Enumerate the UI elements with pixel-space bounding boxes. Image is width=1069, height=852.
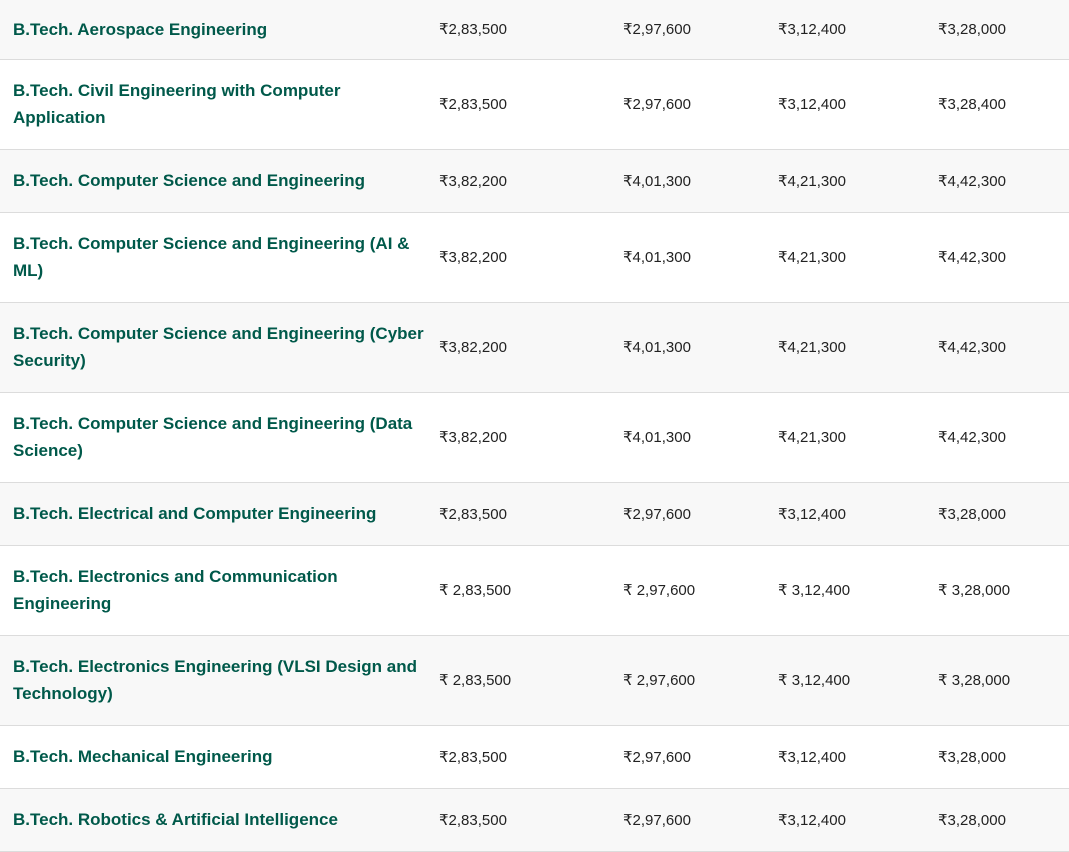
course-name: B.Tech. Computer Science and Engineering xyxy=(13,171,366,190)
course-name: B.Tech. Aerospace Engineering xyxy=(13,19,268,39)
fee-year-1: ₹2,83,500 xyxy=(439,748,507,766)
table-row: B.Tech. Computer Science and Engineering… xyxy=(0,212,1069,302)
fee-year-3: ₹ 3,12,400 xyxy=(778,582,851,599)
course-name: B.Tech. Mechanical Engineering xyxy=(13,747,273,766)
fee-year-2: ₹4,01,300 xyxy=(623,249,691,266)
fee-year-1: ₹3,82,200 xyxy=(439,249,507,266)
fee-year-4: ₹3,28,000 xyxy=(938,811,1006,829)
fee-year-4: ₹4,42,300 xyxy=(938,429,1006,446)
table-row: B.Tech. Civil Engineering with Computer … xyxy=(0,59,1069,149)
fee-year-2: ₹4,01,300 xyxy=(623,429,691,446)
fee-year-1: ₹2,83,500 xyxy=(439,21,507,39)
fee-year-3: ₹3,12,400 xyxy=(778,748,846,766)
fee-year-1: ₹3,82,200 xyxy=(439,172,507,190)
table-row: B.Tech. Computer Science and Engineering… xyxy=(0,302,1069,392)
course-name: B.Tech. Computer Science and Engineering… xyxy=(13,324,424,370)
fee-year-4: ₹4,42,300 xyxy=(938,339,1006,356)
fee-year-2: ₹4,01,300 xyxy=(623,172,691,190)
fee-year-4: ₹3,28,000 xyxy=(938,748,1006,766)
table-row: B.Tech. Computer Science and Engineering… xyxy=(0,392,1069,482)
fee-year-3: ₹3,12,400 xyxy=(778,811,846,829)
fee-year-1: ₹3,82,200 xyxy=(439,339,507,356)
table-row: B.Tech. Robotics & Artificial Intelligen… xyxy=(0,788,1069,851)
fee-year-2: ₹2,97,600 xyxy=(623,21,691,39)
table-row: B.Tech. Electrical and Computer Engineer… xyxy=(0,482,1069,545)
table-row: B.Tech. Electronics and Communication En… xyxy=(0,545,1069,635)
fee-year-3: ₹4,21,300 xyxy=(778,172,846,190)
fee-year-1: ₹3,82,200 xyxy=(439,429,507,446)
course-name: B.Tech. Electrical and Computer Engineer… xyxy=(13,504,377,523)
fee-year-4: ₹ 3,28,000 xyxy=(938,672,1011,689)
fee-year-2: ₹ 2,97,600 xyxy=(623,582,696,599)
table-row: B.Tech. Electronics Engineering (VLSI De… xyxy=(0,635,1069,725)
fee-year-4: ₹3,28,400 xyxy=(938,96,1006,113)
fee-year-1: ₹ 2,83,500 xyxy=(439,582,512,599)
fee-year-4: ₹4,42,300 xyxy=(938,172,1006,190)
course-name: B.Tech. Electronics and Communication En… xyxy=(13,567,338,613)
fee-year-2: ₹2,97,600 xyxy=(623,505,691,523)
fee-year-2: ₹2,97,600 xyxy=(623,96,691,113)
fee-year-3: ₹4,21,300 xyxy=(778,249,846,266)
fee-year-3: ₹3,12,400 xyxy=(778,21,846,39)
fee-year-3: ₹4,21,300 xyxy=(778,429,846,446)
course-name: B.Tech. Computer Science and Engineering… xyxy=(13,234,410,280)
fee-year-1: ₹2,83,500 xyxy=(439,811,507,829)
fee-year-3: ₹3,12,400 xyxy=(778,96,846,113)
fee-year-4: ₹3,28,000 xyxy=(938,21,1006,39)
course-name: B.Tech. Computer Science and Engineering… xyxy=(13,414,413,460)
fee-year-4: ₹ 3,28,000 xyxy=(938,582,1011,599)
course-name: B.Tech. Robotics & Artificial Intelligen… xyxy=(13,810,338,829)
fee-year-1: ₹ 2,83,500 xyxy=(439,672,512,689)
fee-year-3: ₹ 3,12,400 xyxy=(778,672,851,689)
fee-year-1: ₹2,83,500 xyxy=(439,505,507,523)
table-row: B.Tech. Aerospace Engineering ₹2,83,500 ₹2… xyxy=(0,0,1069,59)
fee-year-1: ₹2,83,500 xyxy=(439,96,507,113)
fee-year-2: ₹2,97,600 xyxy=(623,811,691,829)
course-name: B.Tech. Civil Engineering with Computer … xyxy=(13,81,341,127)
course-name: B.Tech. Electronics Engineering (VLSI De… xyxy=(13,657,417,703)
table-row: B.Tech. Computer Science and Engineering… xyxy=(0,149,1069,212)
fee-year-4: ₹3,28,000 xyxy=(938,505,1006,523)
fee-year-3: ₹3,12,400 xyxy=(778,505,846,523)
fee-year-4: ₹4,42,300 xyxy=(938,249,1006,266)
fee-year-2: ₹4,01,300 xyxy=(623,339,691,356)
fee-year-2: ₹ 2,97,600 xyxy=(623,672,696,689)
table-row: B.Tech. Mechanical Engineering ₹2,83,500 ₹… xyxy=(0,725,1069,788)
fee-year-2: ₹2,97,600 xyxy=(623,748,691,766)
fee-year-3: ₹4,21,300 xyxy=(778,339,846,356)
